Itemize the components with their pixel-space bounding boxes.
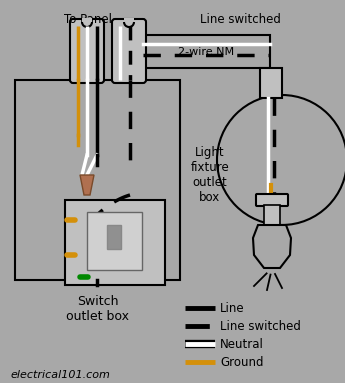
Bar — [82, 18, 92, 26]
Circle shape — [217, 95, 345, 225]
Text: Neutral: Neutral — [220, 337, 264, 350]
Polygon shape — [253, 225, 291, 268]
FancyBboxPatch shape — [112, 19, 146, 83]
Text: Line: Line — [220, 301, 245, 314]
FancyBboxPatch shape — [260, 68, 282, 98]
Text: To Panel: To Panel — [64, 13, 112, 26]
FancyBboxPatch shape — [107, 225, 121, 249]
FancyBboxPatch shape — [87, 212, 142, 270]
Text: Switch
outlet box: Switch outlet box — [67, 295, 129, 323]
FancyBboxPatch shape — [65, 200, 165, 285]
Bar — [124, 18, 134, 26]
Text: Line switched: Line switched — [199, 13, 280, 26]
Bar — [15, 80, 180, 280]
FancyBboxPatch shape — [70, 19, 104, 83]
Text: 2-wire NM: 2-wire NM — [178, 46, 235, 57]
Polygon shape — [80, 175, 94, 195]
Text: Ground: Ground — [220, 355, 264, 368]
Bar — [264, 205, 280, 225]
Text: Line switched: Line switched — [220, 319, 301, 332]
Text: electrical101.com: electrical101.com — [10, 370, 110, 380]
Bar — [143, 35, 270, 68]
FancyBboxPatch shape — [256, 194, 288, 206]
Text: Light
fixture
outlet
box: Light fixture outlet box — [191, 146, 229, 204]
